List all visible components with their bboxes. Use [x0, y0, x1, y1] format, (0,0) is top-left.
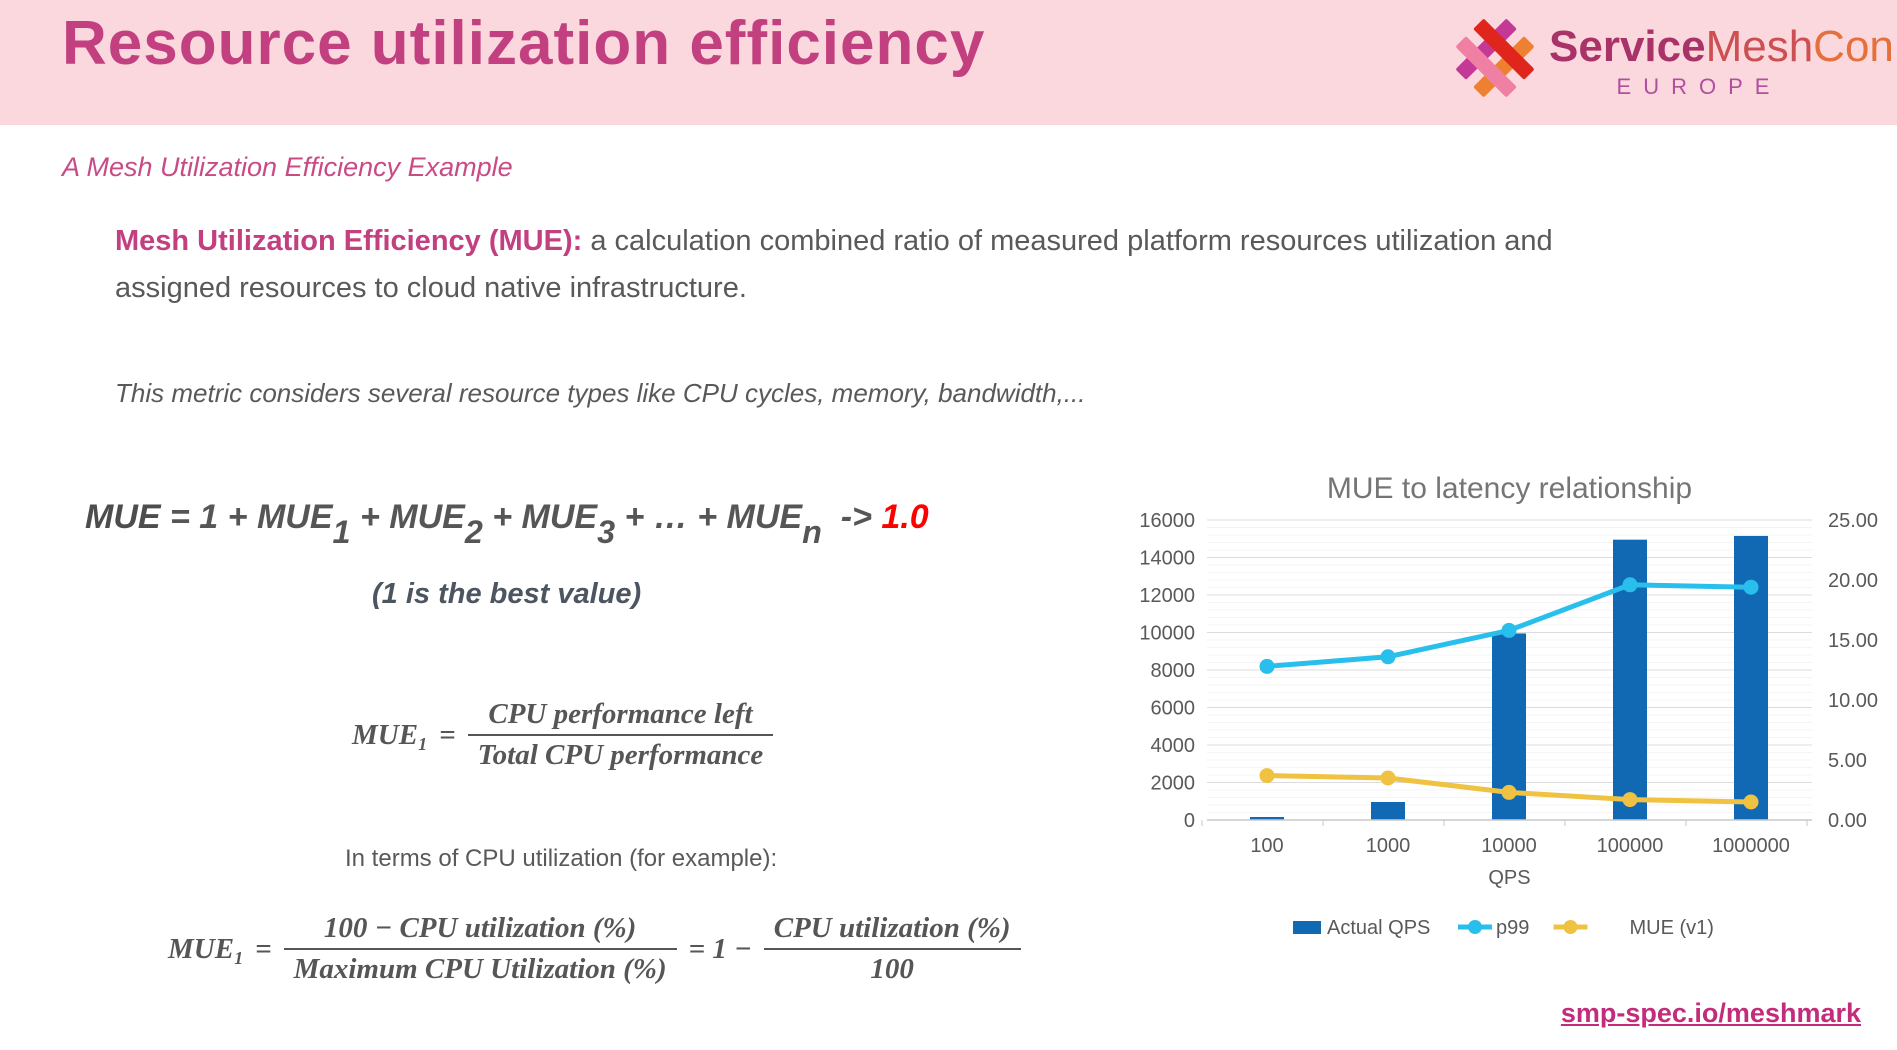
mue-definition: Mesh Utilization Efficiency (MUE): a cal…: [115, 218, 1675, 312]
mue1-fraction: CPU performance left Total CPU performan…: [467, 698, 774, 772]
left-axis-tick-label: 4000: [1151, 735, 1196, 757]
cpu-fraction-b: CPU utilization (%) 100: [763, 912, 1021, 986]
right-axis-tick-label: 15.00: [1828, 630, 1878, 652]
formula-part: + MUE: [482, 498, 598, 536]
marker-p99: [1622, 577, 1638, 593]
marker-p99: [1380, 649, 1396, 665]
servicemeshcon-logo: ServiceMeshCon EUROPE: [1449, 8, 1894, 118]
formula-part: 1: [332, 514, 351, 551]
bar-actual-qps: [1734, 535, 1768, 820]
left-axis-tick-label: 12000: [1139, 585, 1195, 607]
bar-actual-qps: [1371, 802, 1405, 820]
metric-note: This metric considers several resource t…: [115, 378, 1086, 408]
legend-label: p99: [1496, 917, 1529, 939]
mue-sum-formula: MUE = 1 + MUE 1 + MUE 2 + MUE 3 + … + MUE n …: [85, 498, 929, 550]
right-axis-tick-label: 20.00: [1828, 570, 1878, 592]
x-axis-title: QPS: [1488, 867, 1530, 889]
cpu-fraction-b-numerator: CPU utilization (%): [773, 912, 1011, 944]
marker-mue-v1-: [1501, 784, 1517, 800]
x-axis-category-label: 1000000: [1712, 835, 1790, 857]
formula-part: n: [802, 514, 822, 551]
cpu-terms-note: In terms of CPU utilization (for example…: [345, 845, 778, 872]
marker-mue-v1-: [1380, 770, 1396, 786]
cpu-fraction-a-denominator: Maximum CPU Utilization (%): [283, 948, 677, 986]
legend-label: Actual QPS: [1327, 917, 1430, 939]
mue1-formula: MUE1 = CPU performance left Total CPU pe…: [352, 698, 774, 772]
legend-label: MUE (v1): [1630, 917, 1714, 939]
slide-subtitle: A Mesh Utilization Efficiency Example: [62, 152, 513, 182]
legend-swatch-bar: [1293, 921, 1321, 934]
formula-part: + … + MUE: [615, 498, 803, 536]
formula-part: = 1 + MUE: [160, 498, 333, 536]
left-axis-tick-label: 2000: [1151, 773, 1196, 795]
right-axis-tick-label: 10.00: [1828, 690, 1878, 712]
marker-p99: [1259, 658, 1275, 674]
formula-part: MUE: [85, 498, 161, 536]
mue1-numerator: CPU performance left: [488, 698, 753, 730]
header-band: Resource utilization efficiency ServiceM…: [0, 0, 1897, 125]
chart-title: MUE to latency relationship: [1327, 472, 1692, 505]
mue-latency-chart-container: MUE to latency relationship 0 2000 4000 6000…: [1095, 460, 1885, 1050]
formula-part: ->: [821, 498, 882, 536]
mue1-cpu-formula: MUE1 = 100 − CPU utilization (%) Maximum…: [168, 912, 1021, 986]
cpu-fraction-a: 100 − CPU utilization (%) Maximum CPU Ut…: [283, 912, 677, 986]
marker-mue-v1-: [1743, 794, 1759, 810]
mue1-cpu-lhs: MUE1: [168, 932, 244, 968]
page-title: Resource utilization efficiency: [62, 9, 986, 78]
x-axis-category-label: 100: [1250, 835, 1283, 857]
cpu-fraction-b-denominator: 100: [763, 948, 1021, 986]
formula-part: 2: [464, 514, 483, 551]
marker-p99: [1743, 579, 1759, 595]
formula-part: 3: [597, 514, 616, 551]
logo-wordmark: ServiceMeshCon: [1549, 22, 1894, 72]
mue1-denominator: Total CPU performance: [467, 734, 774, 772]
right-axis-tick-label: 5.00: [1828, 750, 1867, 772]
marker-mue-v1-: [1259, 768, 1275, 784]
mue1-cpu-equals: =: [255, 932, 272, 965]
logo-region-label: EUROPE: [1616, 74, 1782, 99]
legend-swatch-marker: [1468, 920, 1482, 934]
mue1-equals: =: [439, 718, 456, 751]
left-axis-tick-label: 8000: [1151, 660, 1196, 682]
marker-p99: [1501, 622, 1517, 638]
meshmark-link[interactable]: smp-spec.io/meshmark: [1560, 998, 1861, 1028]
best-value-caption: (1 is the best value): [372, 578, 642, 610]
cpu-fraction-a-numerator: 100 − CPU utilization (%): [323, 912, 637, 944]
right-axis-tick-label: 0.00: [1828, 810, 1867, 832]
left-axis-tick-label: 10000: [1139, 623, 1195, 645]
left-axis-tick-label: 14000: [1139, 548, 1195, 570]
mue1-lhs: MUE1: [352, 718, 428, 754]
left-axis-tick-label: 16000: [1139, 510, 1195, 532]
servicemeshcon-weave-icon: [1449, 12, 1541, 104]
formula-part: 1.0: [881, 498, 929, 536]
mue-latency-chart: MUE to latency relationship 0 2000 4000 6000…: [1139, 472, 1878, 939]
formula-part: + MUE: [350, 498, 465, 536]
right-axis-tick-label: 25.00: [1828, 510, 1878, 532]
marker-mue-v1-: [1622, 792, 1638, 808]
logo-word-con: Con: [1813, 22, 1894, 71]
mue1-cpu-mid: = 1 −: [688, 932, 752, 965]
left-axis-tick-label: 6000: [1151, 698, 1196, 720]
x-axis-category-label: 100000: [1597, 835, 1664, 857]
left-axis-tick-label: 0: [1184, 810, 1195, 832]
mue-definition-rest: a calculation combined ratio of measured…: [115, 225, 1553, 304]
mue-definition-lead: Mesh Utilization Efficiency (MUE):: [115, 225, 583, 257]
legend-swatch-marker: [1563, 920, 1578, 934]
x-axis-category-label: 10000: [1481, 835, 1537, 857]
logo-word-service: Service: [1549, 22, 1706, 71]
bar-actual-qps: [1250, 817, 1284, 820]
x-axis-category-label: 1000: [1366, 835, 1411, 857]
logo-word-mesh: Mesh: [1705, 22, 1814, 71]
